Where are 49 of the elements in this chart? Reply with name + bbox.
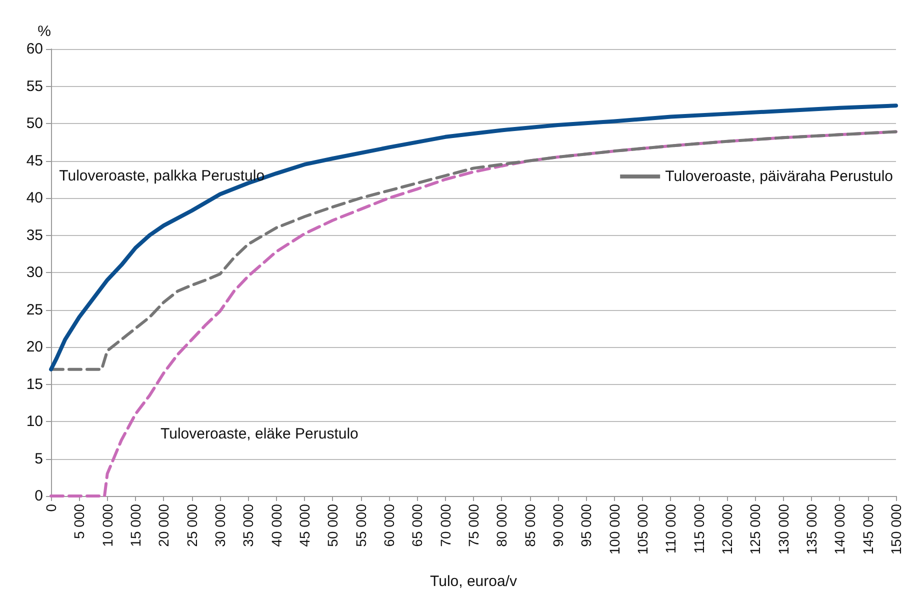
y-tick-label: 10 [26, 413, 43, 430]
x-tick-label: 5 000 [71, 504, 88, 540]
x-tick-label: 140 000 [832, 504, 848, 555]
x-tick-label: 105 000 [634, 504, 650, 555]
legend-label: Tuloveroaste, päiväraha Perustulo [665, 168, 894, 185]
series-label: Tuloveroaste, palkka Perustulo [59, 168, 265, 185]
x-axis-title: Tulo, euroa/v [430, 573, 518, 590]
y-tick-label: 0 [34, 488, 43, 504]
y-tick-label: 35 [26, 226, 43, 244]
x-tick-label: 40 000 [268, 504, 284, 547]
y-tick-label: 60 [26, 40, 43, 58]
x-tick-label: 125 000 [747, 504, 764, 555]
x-tick-label: 85 000 [522, 504, 538, 547]
y-axis-title: % [38, 23, 51, 40]
x-tick-label: 80 000 [494, 504, 510, 547]
x-tick-label: 135 000 [804, 504, 820, 555]
x-tick-label: 30 000 [212, 504, 228, 547]
y-tick-label: 45 [26, 152, 43, 170]
x-tick-label: 50 000 [324, 504, 341, 547]
y-tick-label: 30 [26, 264, 43, 281]
x-tick-label: 95 000 [578, 504, 594, 547]
x-tick-label: 150 000 [888, 504, 904, 555]
y-tick-label: 15 [26, 376, 43, 393]
y-tick-label: 55 [26, 78, 43, 95]
x-tick-label: 120 000 [719, 504, 735, 555]
x-tick-label: 100 000 [606, 504, 622, 555]
x-tick-label: 115 000 [690, 504, 707, 554]
x-tick-label: 25 000 [184, 504, 200, 547]
x-tick-label: 75 000 [466, 504, 482, 547]
y-tick-label: 25 [26, 301, 43, 318]
x-tick-label: 45 000 [296, 504, 312, 547]
x-tick-label: 20 000 [156, 504, 172, 547]
x-tick-label: 90 000 [550, 504, 566, 547]
x-tick-label: 110 000 [662, 504, 679, 554]
x-tick-label: 15 000 [128, 504, 144, 547]
x-tick-label: 70 000 [437, 504, 454, 547]
y-tick-label: 5 [34, 450, 43, 468]
x-tick-label: 65 000 [409, 504, 426, 547]
y-tick-label: 40 [26, 190, 43, 206]
x-tick-label: 55 000 [352, 504, 369, 547]
x-tick-label: 35 000 [240, 504, 256, 547]
y-tick-label: 50 [26, 115, 43, 132]
y-tick-label: 20 [26, 338, 43, 356]
x-tick-label: 130 000 [775, 504, 792, 555]
x-tick-label: 0 [43, 504, 59, 512]
x-tick-label: 10 000 [99, 504, 116, 547]
x-tick-label: 60 000 [381, 504, 397, 547]
x-tick-label: 145 000 [860, 504, 876, 555]
series-label: Tuloveroaste, eläke Perustulo [160, 426, 358, 443]
